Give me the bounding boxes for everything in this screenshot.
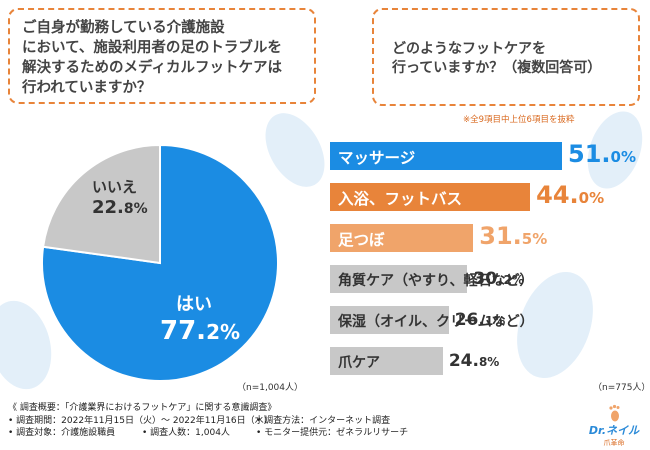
- bar-value-2: 44.0%: [536, 181, 604, 209]
- bar-3: [330, 224, 474, 252]
- footer-row: • 調査対象：介護施設職員 • 調査人数：1,004人 • モニター提供元：ゼネラル…: [8, 427, 408, 440]
- bar-label-1: マッサージ: [338, 149, 416, 167]
- bar-value-dec-6: 8%: [478, 355, 500, 369]
- pie-value-no: 22.8%: [92, 197, 148, 218]
- bar-value-dec-3: 5%: [521, 230, 548, 248]
- pie-label-yes: はい 77.2%: [160, 290, 240, 346]
- bar-value-int-3: 31.: [479, 222, 522, 250]
- question-right-line: どのようなフットケアを: [392, 41, 546, 57]
- pie-slice-yes: [41, 143, 279, 382]
- bar-value-dec-1: 0%: [610, 148, 636, 166]
- bar-value-dec-5: 1%: [484, 314, 506, 328]
- survey-footer: 《 調査概要：「介護業界におけるフットケア」に関する意識調査》 • 調査期間：2…: [8, 402, 408, 440]
- bar-value-4: 30.2%: [473, 269, 524, 289]
- pie-value-yes: 77.2%: [160, 316, 240, 346]
- bar-6: [330, 347, 443, 375]
- sample-size-left: （n=1,004人）: [237, 383, 304, 393]
- question-right-line: 行っていますか？（複数回答可）: [392, 60, 602, 76]
- bar-value-int-6: 24.: [448, 351, 479, 371]
- footer-count: • 調査人数：1,004人: [142, 428, 230, 438]
- bar-label-2: 入浴、フットバス: [338, 190, 463, 208]
- bar-label-5: 保湿（オイル、クリームなど）: [338, 314, 534, 330]
- footer-period: • 調査期間：2022年11月15日（火）～ 2022年11月16日（水）: [8, 415, 273, 426]
- bar-value-int-1: 51.: [568, 140, 611, 168]
- bar-value-3: 31.5%: [479, 222, 547, 250]
- bar-value-int-4: 30.: [473, 269, 504, 289]
- note-text: ※全9項目中上位6項目を抜粋: [463, 115, 575, 125]
- logo-sub: 爪革命: [603, 439, 625, 447]
- bar-value-1: 51.0%: [568, 140, 636, 168]
- bar-value-int-5: 26.: [454, 310, 485, 330]
- bar-value-int-2: 44.: [536, 181, 579, 209]
- footer-row: • 調査期間：2022年11月15日（火）～ 2022年11月16日（水）• 調…: [8, 415, 408, 428]
- logo-brand: Dr.ネイル: [588, 424, 640, 437]
- bar-1: [330, 142, 562, 170]
- bar-label-6: 爪ケア: [338, 355, 380, 371]
- pie-slice-no: [41, 143, 161, 265]
- pie-label-yes-text: はい: [176, 294, 212, 315]
- question-box-right: どのようなフットケアを 行っていますか？（複数回答可）: [372, 8, 640, 106]
- pie-label-no-text: いいえ: [92, 178, 138, 196]
- brand-logo: Dr.ネイル 爪革命: [584, 404, 644, 447]
- foot-icon: [609, 404, 620, 422]
- pie-label-no: いいえ 22.8%: [92, 176, 148, 218]
- pie-value-no-int: 22.: [92, 197, 124, 218]
- bar-label-3: 足つぼ: [338, 231, 385, 249]
- bar-2: [330, 183, 531, 211]
- pie-value-no-dec: 8%: [123, 201, 148, 217]
- bar-value-6: 24.8%: [449, 351, 500, 371]
- pie-value-yes-dec: 2%: [206, 320, 241, 344]
- question-left-line: ご自身が勤務している介護施設: [22, 20, 225, 36]
- bar-label-4: 角質ケア（やすり、軽石など）: [338, 273, 534, 289]
- footer-method: • 調査方法：インターネット調査: [256, 415, 391, 426]
- bar-4: [330, 265, 468, 293]
- question-left-line: において、施設利用者の足のトラブルを: [22, 40, 282, 56]
- bar-5: [330, 306, 449, 334]
- bar-value-dec-2: 0%: [578, 189, 605, 207]
- question-left-line: 解決するためのメディカルフットケアは: [22, 60, 282, 76]
- footer-title: 《 調査概要：「介護業界におけるフットケア」に関する意識調査》: [8, 403, 277, 413]
- sample-size-right: （n=775人）: [593, 383, 650, 393]
- question-left-line: 行われていますか？: [22, 80, 152, 96]
- question-box-left: ご自身が勤務している介護施設 において、施設利用者の足のトラブルを 解決するため…: [8, 8, 316, 104]
- pie-value-yes-int: 77.: [160, 316, 207, 346]
- bar-value-5: 26.1%: [455, 310, 506, 330]
- bar-value-dec-4: 2%: [503, 273, 524, 287]
- footer-target: • 調査対象：介護施設職員: [8, 428, 116, 438]
- footer-provider: • モニター提供元：ゼネラルリサーチ: [256, 428, 409, 438]
